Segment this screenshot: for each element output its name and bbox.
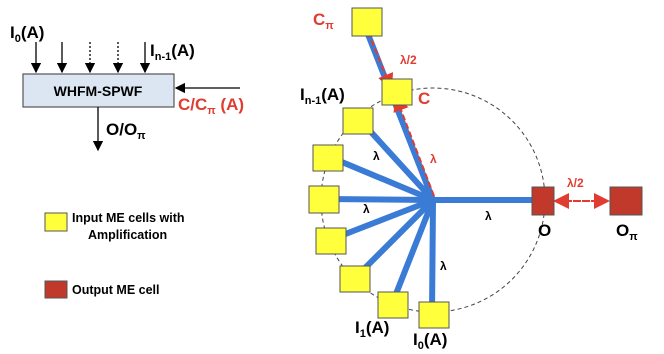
input-cell — [342, 107, 374, 135]
half-lambda-right: λ/2 — [567, 176, 584, 190]
input-cell — [315, 227, 347, 255]
lambda-label: λ — [363, 202, 370, 216]
lambda-red: λ — [430, 152, 437, 166]
input-0-label: I0(A) — [413, 330, 447, 352]
output-cell-o-pi — [609, 186, 643, 216]
legend-output-label: Output ME cell — [72, 283, 160, 297]
input-first-label: I0(A) — [10, 23, 44, 45]
spoke — [328, 197, 435, 243]
input-cell — [339, 265, 371, 293]
c-label: C — [418, 89, 430, 108]
legend-input-swatch — [44, 212, 68, 232]
input-last-label: In-1(A) — [150, 41, 195, 63]
spoke — [324, 196, 434, 203]
input-cell — [308, 185, 340, 214]
output-o-label: O — [538, 221, 551, 240]
input-cell — [377, 291, 409, 319]
whfm-spwf-box — [22, 73, 175, 108]
input-cells — [308, 7, 450, 329]
c-pi-label: Cπ — [313, 10, 334, 32]
input-1-label: I1(A) — [355, 318, 389, 340]
output-cell-o — [531, 186, 555, 216]
cell-c — [381, 78, 413, 106]
spoke — [389, 198, 436, 306]
output-o-pi-label: Oπ — [616, 221, 638, 243]
cell-c-pi — [351, 7, 383, 37]
input-cell — [312, 144, 344, 172]
fan-diagram: Cπ λ/2 C λ λ/2 λ λ λ λ In-1(A) I1(A) I0(… — [300, 7, 643, 352]
block-diagram: WHFM-SPWF I0(A) In-1(A) C/Cπ (A) O/Oπ — [10, 23, 244, 152]
lambda-label: λ — [485, 209, 492, 223]
lambda-label: λ — [440, 259, 447, 273]
lambda-label: λ — [373, 149, 380, 163]
legend: Input ME cells with Amplification Output… — [44, 211, 185, 299]
spoke — [328, 154, 435, 203]
spoke — [429, 199, 436, 315]
control-label: C/Cπ (A) — [178, 95, 244, 117]
input-n1-label: In-1(A) — [300, 85, 345, 107]
input-cell — [418, 301, 450, 329]
legend-input-line2: Amplification — [88, 228, 167, 242]
legend-input-line1: Input ME cells with — [72, 211, 185, 225]
output-label: O/Oπ — [106, 120, 146, 142]
half-lambda-top: λ/2 — [400, 53, 417, 67]
block-title: WHFM-SPWF — [54, 83, 143, 99]
legend-output-swatch — [44, 280, 68, 299]
